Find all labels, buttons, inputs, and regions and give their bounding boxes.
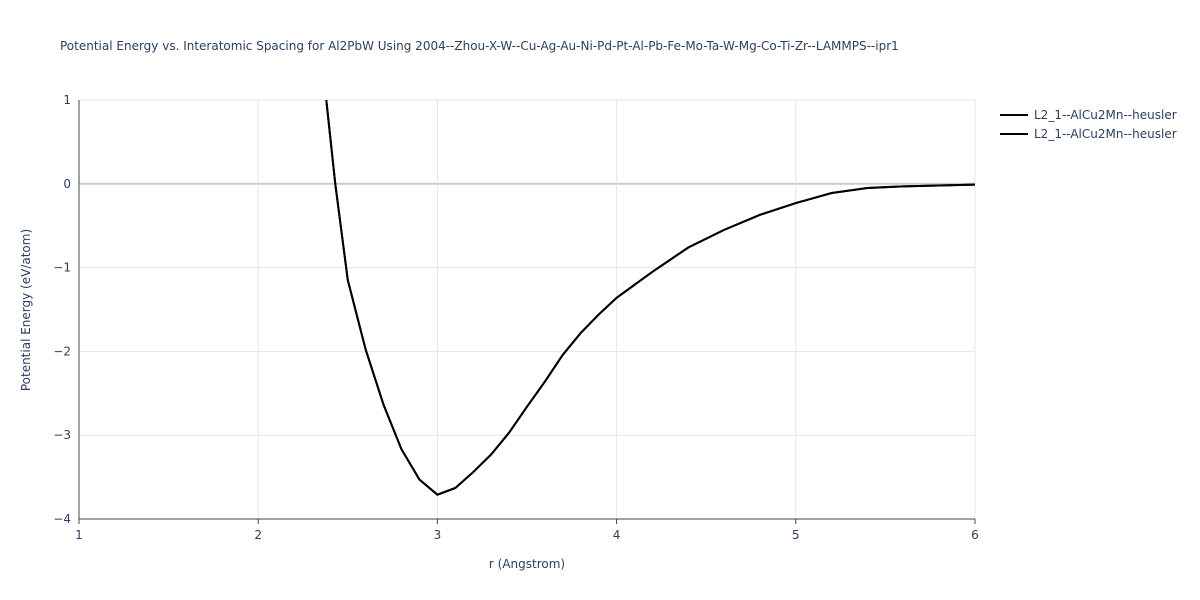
x-axis-label: r (Angstrom)	[489, 557, 565, 571]
x-tick-label: 1	[75, 528, 83, 542]
y-tick-label: −4	[53, 512, 71, 526]
chart-title: Potential Energy vs. Interatomic Spacing…	[60, 39, 899, 53]
x-tick-label: 3	[434, 528, 442, 542]
legend-label: L2_1--AlCu2Mn--heusler	[1034, 108, 1177, 122]
x-tick-label: 2	[254, 528, 262, 542]
line	[325, 100, 975, 496]
y-axis-label: Potential Energy (eV/atom)	[19, 229, 33, 391]
y-tick-label: 0	[63, 177, 71, 191]
legend-label: L2_1--AlCu2Mn--heusler	[1034, 127, 1177, 141]
x-tick-label: 5	[792, 528, 800, 542]
x-tick-label: 4	[613, 528, 621, 542]
x-tick-label: 6	[971, 528, 979, 542]
y-tick-label: −3	[53, 428, 71, 442]
y-tick-label: 1	[63, 93, 71, 107]
y-tick-label: −1	[53, 261, 71, 275]
y-tick-label: −2	[53, 344, 71, 358]
